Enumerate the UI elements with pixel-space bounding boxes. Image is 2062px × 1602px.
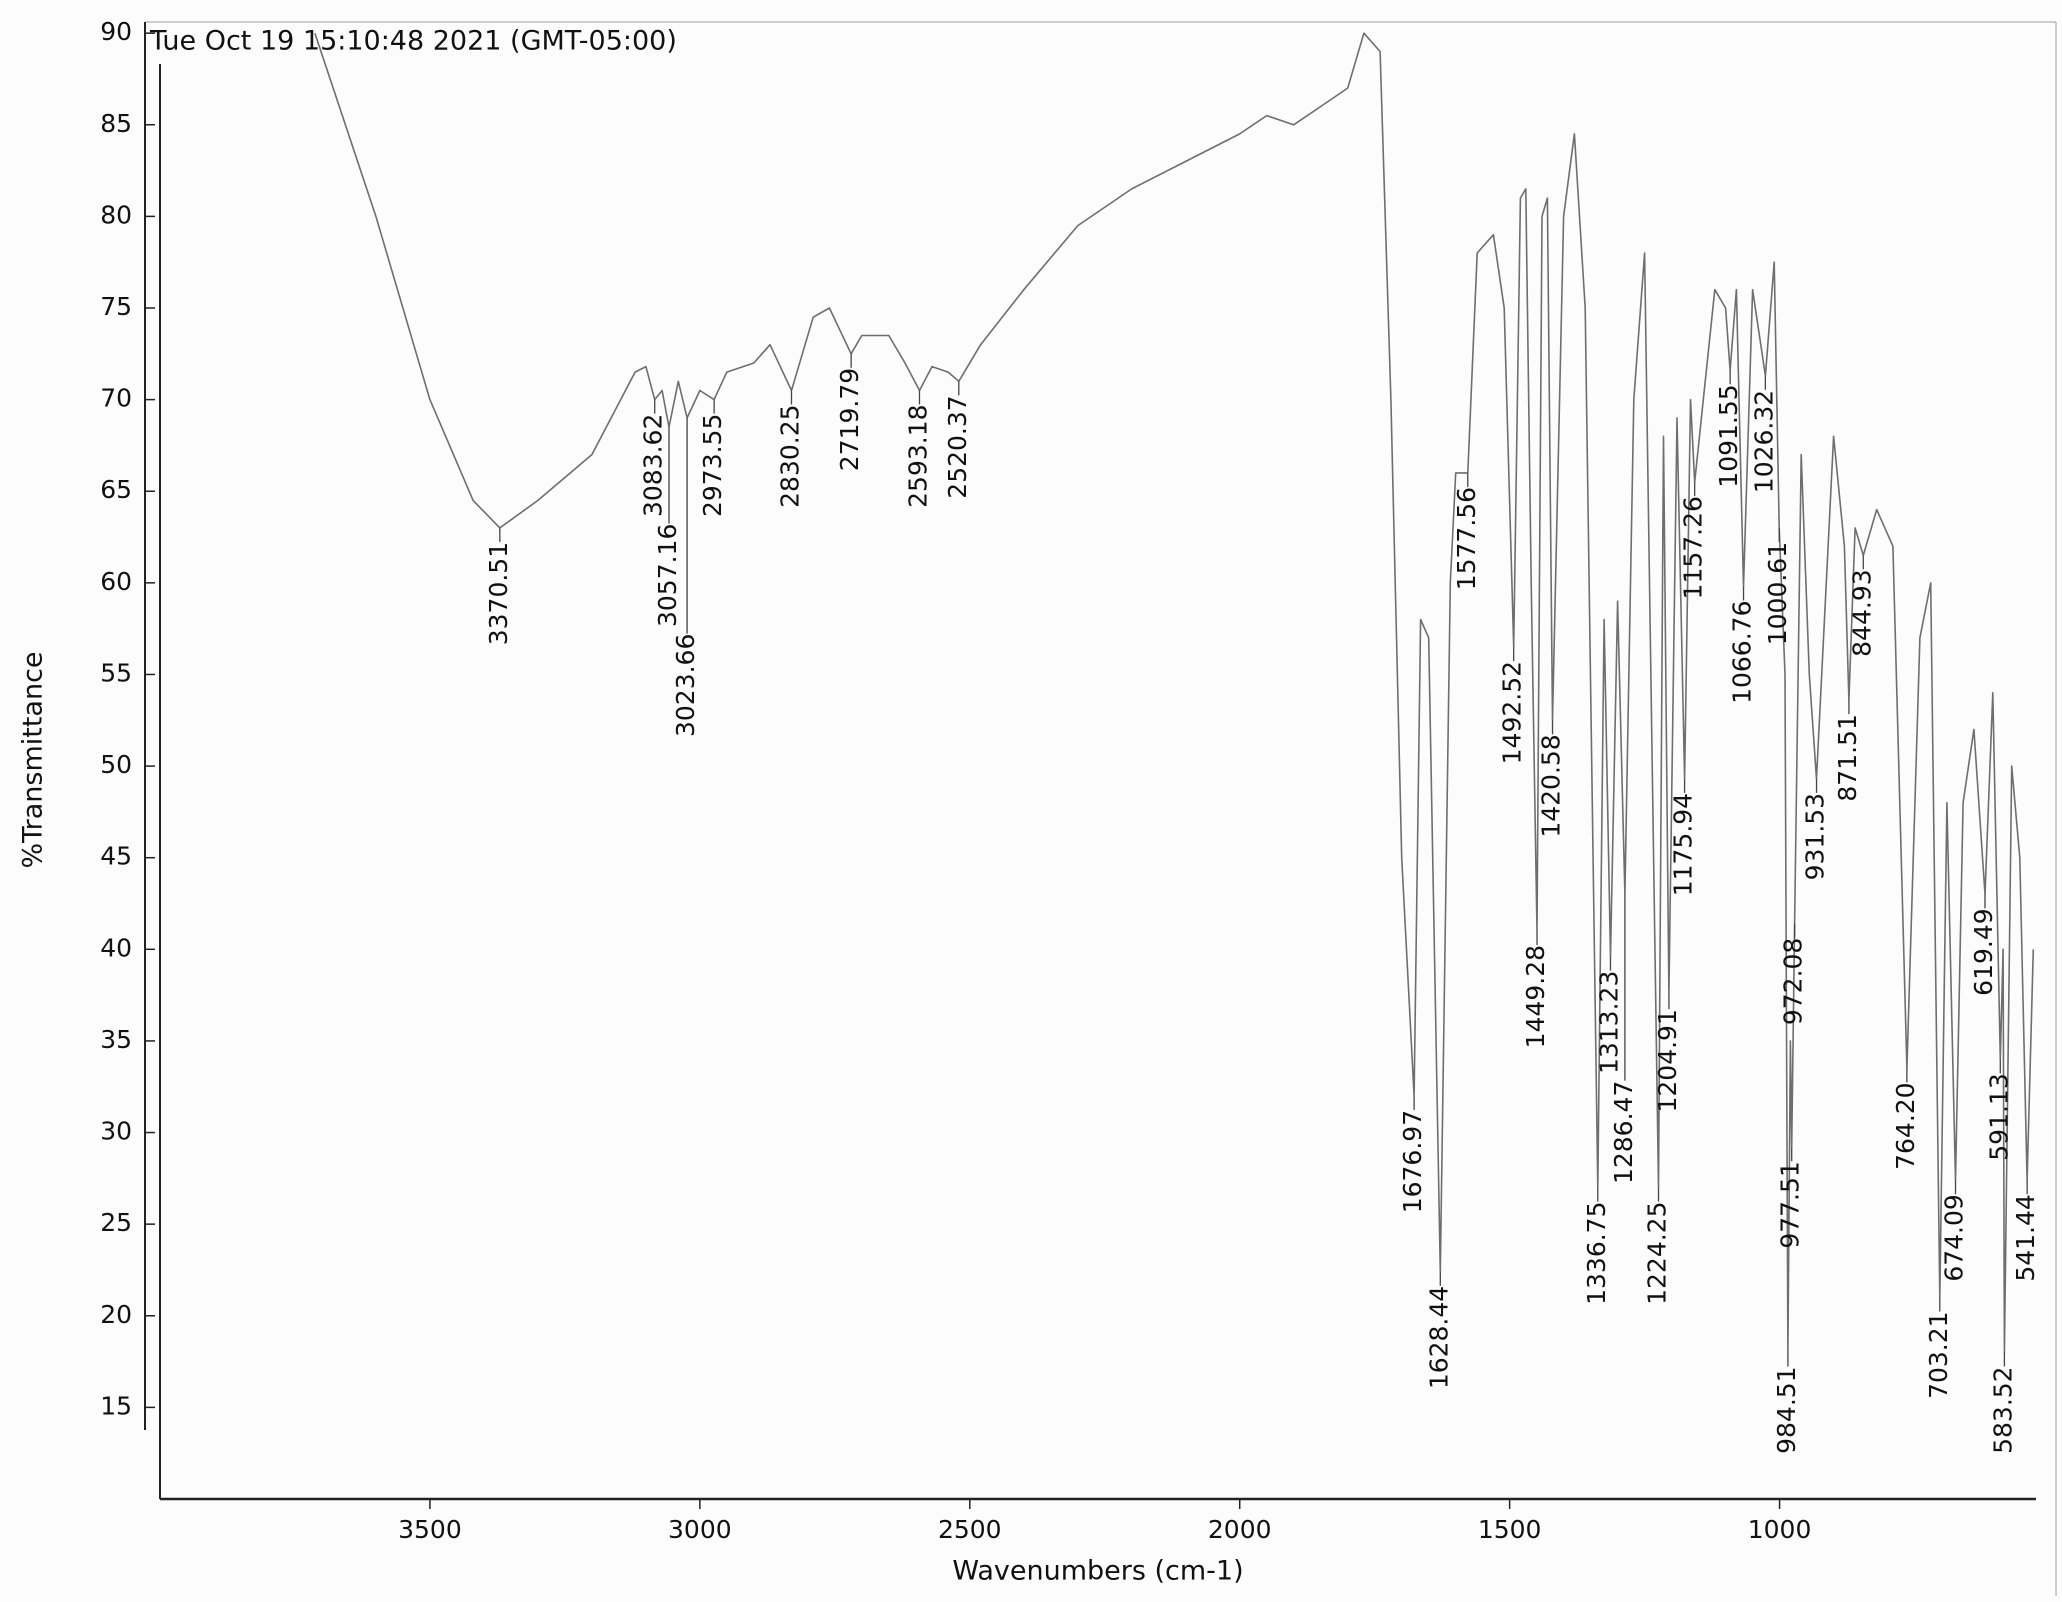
y-tick-label: 40 (100, 933, 132, 962)
y-tick-label: 90 (100, 17, 132, 46)
peak-label: 977.51 (1776, 1161, 1805, 1248)
peak-label: 1000.61 (1763, 542, 1792, 645)
peak-label: 1175.94 (1669, 793, 1698, 896)
y-tick-label: 30 (100, 1117, 132, 1146)
peak-label: 764.20 (1891, 1082, 1920, 1169)
chart-title: Tue Oct 19 15:10:48 2021 (GMT-05:00) (149, 26, 677, 57)
y-tick-label: 25 (100, 1208, 132, 1237)
y-tick-label: 85 (100, 109, 132, 138)
spectrum-line (314, 32, 2035, 1354)
peak-label: 3057.16 (653, 524, 682, 627)
peak-label: 3083.62 (639, 414, 668, 517)
peak-label: 972.08 (1779, 938, 1808, 1025)
y-axis-label: %Transmittance (18, 651, 49, 868)
y-tick-label: 70 (100, 384, 132, 413)
peak-label: 984.51 (1772, 1366, 1801, 1453)
peak-label: 2830.25 (775, 404, 804, 507)
peak-label: 1336.75 (1582, 1202, 1611, 1305)
y-tick-label: 55 (100, 658, 132, 687)
peak-label: 1492.52 (1498, 661, 1527, 764)
peak-label: 1577.56 (1452, 487, 1481, 590)
peak-label: 1628.44 (1424, 1286, 1453, 1389)
peak-label: 1224.25 (1643, 1202, 1672, 1305)
peak-label: 1204.91 (1653, 1009, 1682, 1112)
peak-label: 2973.55 (698, 414, 727, 517)
x-tick-label: 3500 (398, 1515, 462, 1544)
peak-label: 1066.76 (1728, 601, 1757, 704)
y-tick-label: 75 (100, 292, 132, 321)
x-tick-label: 1500 (1478, 1515, 1542, 1544)
peak-label: 2520.37 (943, 395, 972, 498)
peak-label: 1449.28 (1521, 945, 1550, 1048)
x-tick-label: 3000 (668, 1515, 732, 1544)
peak-label: 703.21 (1924, 1311, 1953, 1398)
peak-label: 2719.79 (835, 368, 864, 471)
x-tick-label: 2500 (938, 1515, 1002, 1544)
peak-label: 844.93 (1847, 569, 1876, 656)
peak-label: 541.44 (2011, 1194, 2040, 1281)
x-tick-label: 2000 (1208, 1515, 1272, 1544)
peak-label: 1313.23 (1594, 971, 1623, 1074)
peak-label: 619.49 (1969, 908, 1998, 995)
peak-label: 931.53 (1801, 793, 1830, 880)
y-tick-label: 15 (100, 1391, 132, 1420)
peak-label: 3023.66 (671, 634, 700, 737)
y-tick-label: 20 (100, 1300, 132, 1329)
peak-label: 1091.55 (1714, 384, 1743, 487)
y-tick-label: 45 (100, 842, 132, 871)
peak-label: 2593.18 (903, 404, 932, 507)
peak-label: 3370.51 (484, 542, 513, 645)
y-tick-label: 50 (100, 750, 132, 779)
peak-label: 1026.32 (1749, 390, 1778, 493)
peak-label: 871.51 (1833, 714, 1862, 801)
y-tick-label: 80 (100, 200, 132, 229)
peak-label: 1676.97 (1398, 1110, 1427, 1213)
peak-label: 583.52 (1988, 1366, 2017, 1453)
y-tick-label: 60 (100, 567, 132, 596)
x-axis-label: Wavenumbers (cm-1) (952, 1556, 1243, 1587)
peak-label: 591.13 (1984, 1073, 2013, 1160)
peak-label: 1157.26 (1679, 496, 1708, 599)
y-tick-label: 65 (100, 475, 132, 504)
peak-label: 674.09 (1940, 1194, 1969, 1281)
peak-label: 1286.47 (1609, 1081, 1638, 1184)
x-tick-label: 1000 (1748, 1515, 1812, 1544)
y-tick-label: 35 (100, 1025, 132, 1054)
peak-label: 1420.58 (1537, 734, 1566, 837)
